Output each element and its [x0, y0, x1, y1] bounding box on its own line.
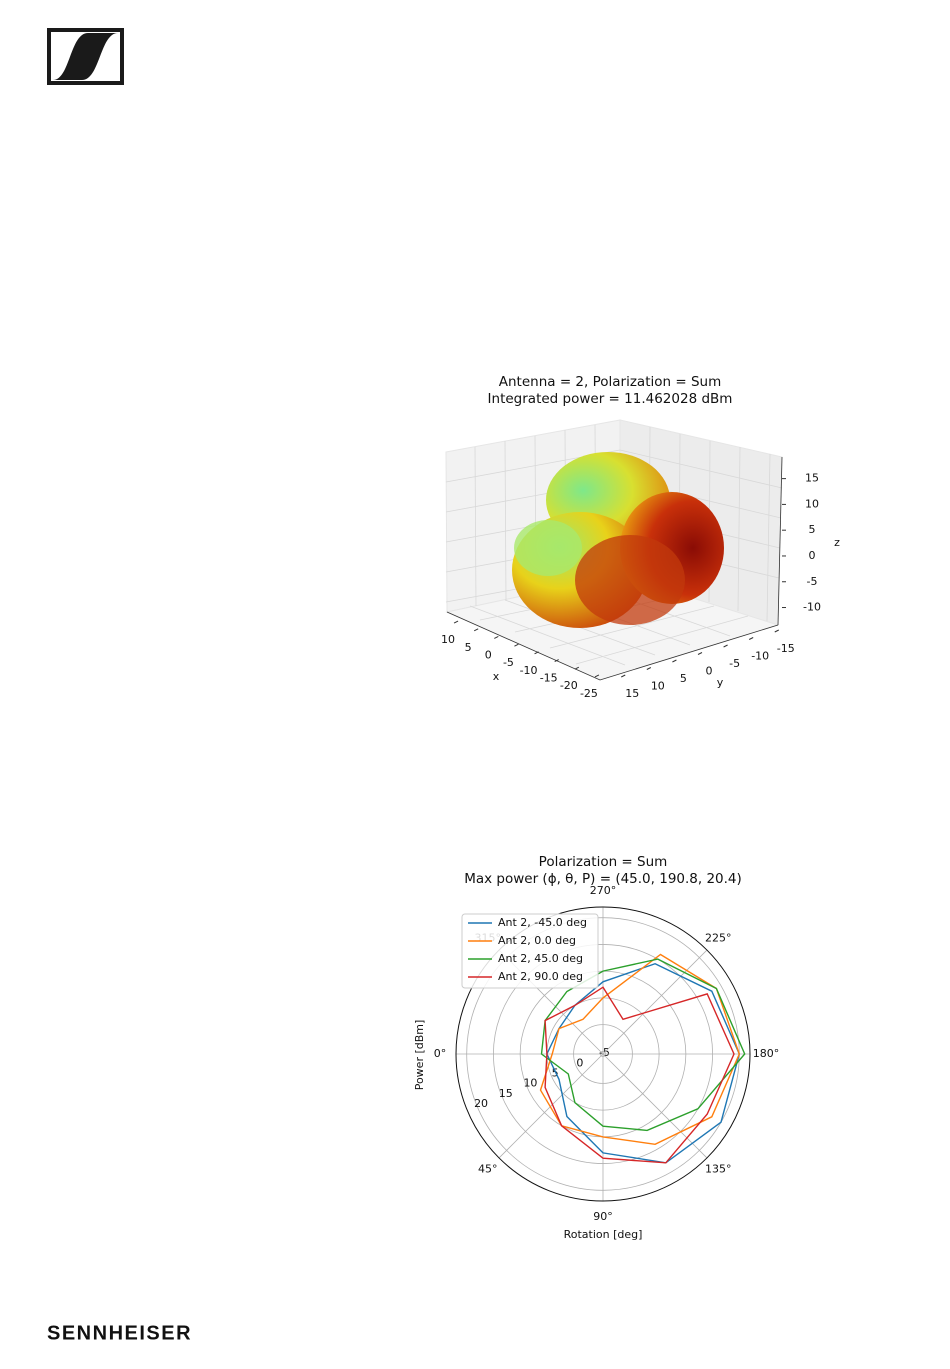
xticks-label: -10: [520, 664, 538, 677]
legend-label: Ant 2, 0.0 deg: [498, 934, 576, 947]
yticks-label: 0: [706, 665, 713, 678]
r-tick-label: 20: [474, 1097, 488, 1110]
yticks-label: 10: [651, 680, 665, 693]
tick-mark: [697, 652, 703, 655]
tick-mark: [774, 629, 779, 633]
zticks-label: 5: [809, 523, 816, 536]
chart-title: Polarization = Sum: [539, 854, 668, 870]
grid-spoke: [602, 1053, 708, 1159]
yticks-label: -15: [777, 642, 795, 655]
x-axis-label: x: [493, 670, 500, 683]
yticks-label: -5: [729, 657, 740, 670]
theta-tick-label: 225°: [705, 932, 732, 945]
xticks-label: -15: [540, 672, 558, 685]
zticks-label: 10: [805, 497, 819, 510]
r-tick-label: 5: [552, 1066, 559, 1079]
tick-mark: [514, 643, 519, 647]
xticks-label: -5: [503, 656, 514, 669]
tick-mark: [672, 659, 677, 663]
x-axis-label: Rotation [deg]: [564, 1228, 643, 1241]
xticks-label: -25: [580, 687, 598, 700]
y-axis-label: y: [717, 676, 724, 689]
legend-box: [461, 913, 599, 989]
theta-tick-label: 135°: [705, 1162, 732, 1175]
yticks-label: 15: [625, 687, 639, 700]
tick-mark: [646, 667, 652, 670]
surface: [512, 452, 724, 628]
zticks-label: -10: [803, 601, 821, 614]
tick-mark: [621, 674, 626, 678]
legend-label: Ant 2, 45.0 deg: [498, 952, 583, 965]
polar-frame: [455, 906, 751, 1202]
legend-label: Ant 2, -45.0 deg: [498, 916, 587, 929]
z-axis-label: z: [834, 536, 840, 549]
xticks-label: 10: [441, 633, 455, 646]
theta-tick-label: 180°: [753, 1047, 780, 1060]
tick-mark: [473, 628, 479, 632]
tick-mark: [494, 636, 499, 639]
grid-spoke: [498, 1053, 604, 1159]
theta-tick-label: 90°: [593, 1210, 613, 1223]
tick-mark: [594, 674, 600, 678]
xticks-label: -20: [560, 679, 578, 692]
theta-tick-label: 45°: [478, 1162, 498, 1175]
tick-mark: [534, 651, 539, 655]
brand-wordmark: SENNHEISER: [47, 1322, 192, 1344]
grid-spoke: [602, 949, 708, 1055]
tick-mark: [574, 666, 580, 670]
r-tick-label: 15: [499, 1087, 513, 1100]
y-axis-label: Power [dBm]: [413, 1020, 426, 1091]
r-tick-label: 10: [523, 1077, 537, 1090]
tick-mark: [748, 637, 754, 640]
theta-tick-label: 270°: [590, 884, 617, 897]
zticks-label: 15: [805, 472, 819, 485]
chart-title: Antenna = 2, Polarization = Sum: [499, 374, 721, 390]
zticks-label: 0: [809, 549, 816, 562]
tick-mark: [554, 659, 559, 662]
tick-mark: [723, 644, 728, 648]
series-line: [540, 958, 746, 1132]
xticks-label: 5: [465, 641, 472, 654]
r-tick-label: 0: [576, 1056, 583, 1069]
chart-subtitle: Integrated power = 11.462028 dBm: [488, 391, 733, 407]
yticks-label: 5: [680, 672, 687, 685]
tick-mark: [453, 620, 459, 624]
theta-tick-label: 0°: [434, 1047, 447, 1060]
chart-subtitle: Max power (ϕ, θ, P) = (45.0, 190.8, 20.4…: [464, 871, 742, 887]
legend-label: Ant 2, 90.0 deg: [498, 970, 583, 983]
zticks-label: -5: [807, 575, 818, 588]
series-line: [544, 986, 735, 1164]
yticks-label: -10: [751, 650, 769, 663]
xticks-label: 0: [485, 648, 492, 661]
logo: [47, 28, 124, 85]
